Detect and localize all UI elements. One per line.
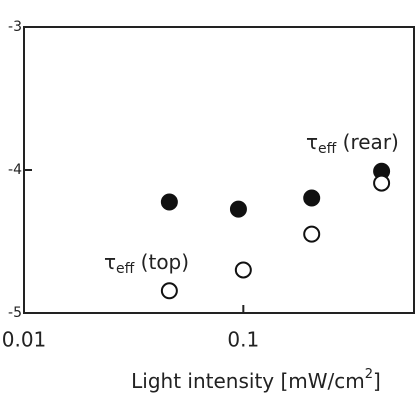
data-point [234, 261, 252, 279]
plot-frame [23, 26, 415, 314]
label-rest: (top) [134, 250, 189, 274]
x-tick-label: 0.1 [227, 328, 259, 352]
y-tick-label: -5 [8, 305, 22, 321]
label-symbol: τ [306, 130, 318, 154]
data-point [303, 189, 321, 207]
y-tick-label: -4 [8, 162, 22, 178]
y-tick-label: -3 [8, 19, 22, 35]
label-rest: (rear) [336, 130, 399, 154]
label-subscript: eff [116, 261, 135, 277]
data-point [303, 225, 321, 243]
data-point [229, 200, 247, 218]
x-tick-label: 0.01 [2, 328, 47, 352]
data-point [373, 174, 391, 192]
series-label: τeff (top) [104, 250, 189, 278]
data-point [160, 193, 178, 211]
data-point [160, 282, 178, 300]
label-symbol: τ [104, 250, 116, 274]
series-label: τeff (rear) [306, 130, 399, 158]
x-axis-label: Light intensity [mW/cm2] [131, 367, 381, 393]
label-subscript: eff [318, 141, 337, 157]
